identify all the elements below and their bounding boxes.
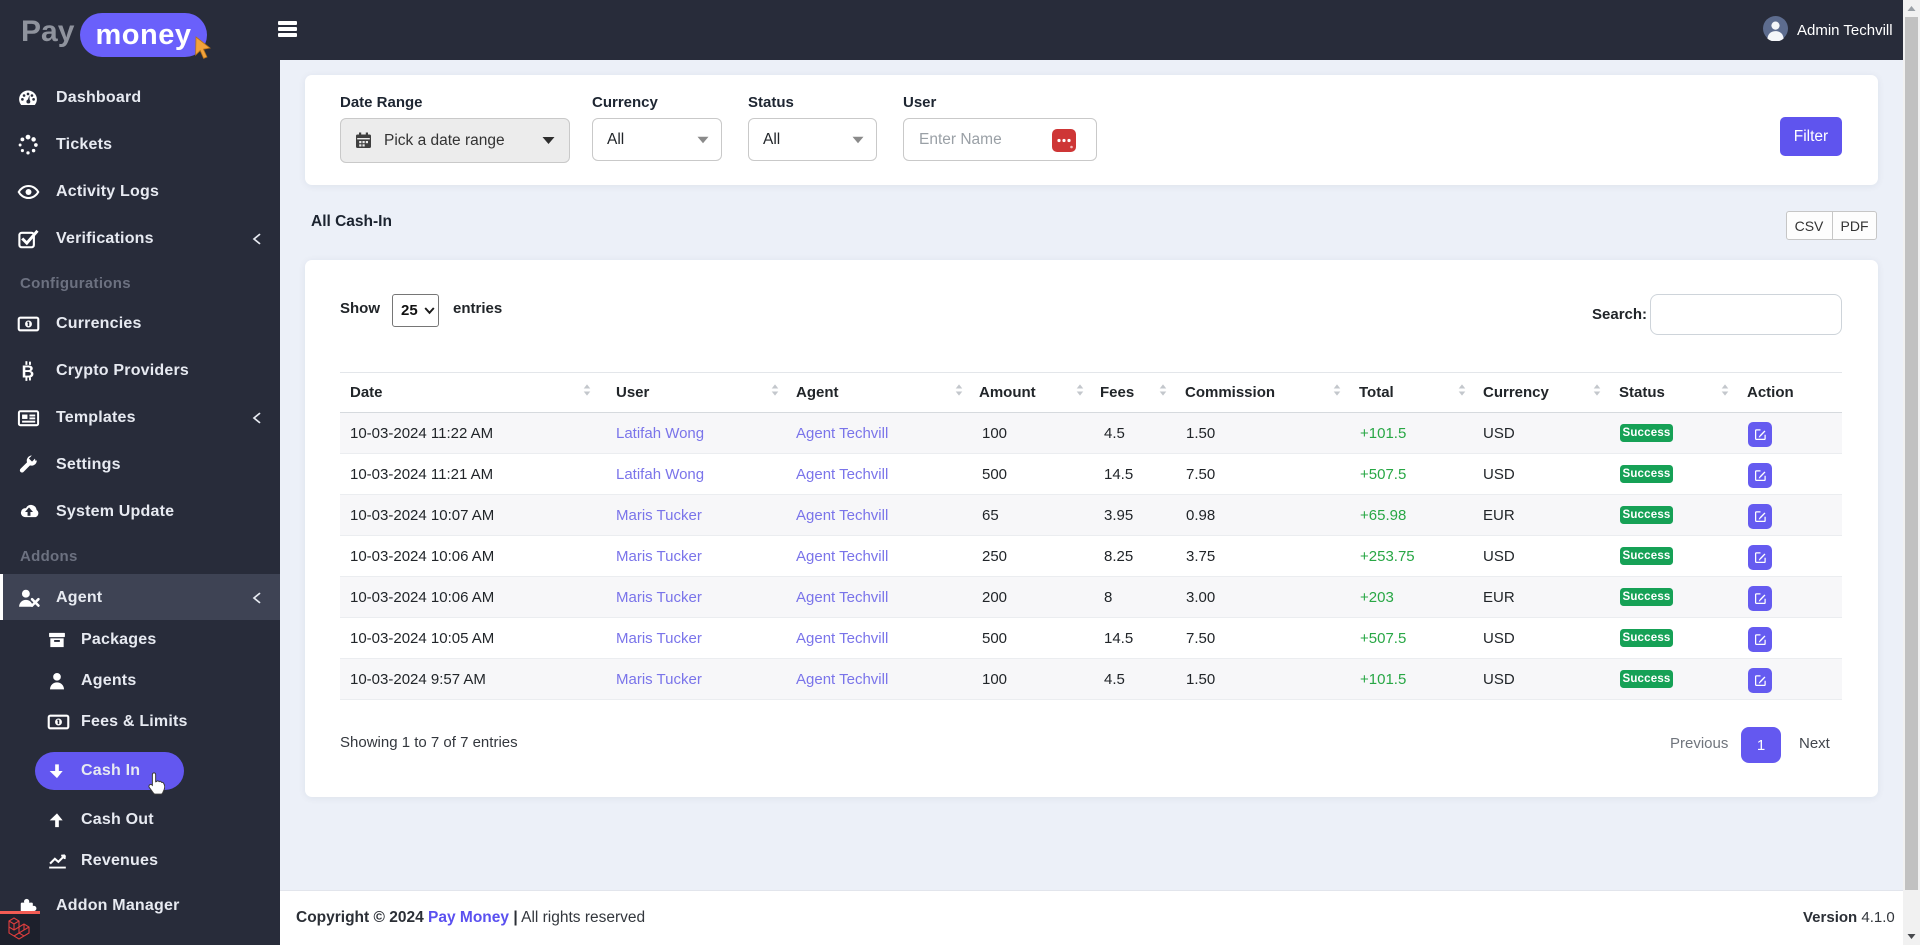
svg-text:B: B bbox=[22, 361, 35, 381]
